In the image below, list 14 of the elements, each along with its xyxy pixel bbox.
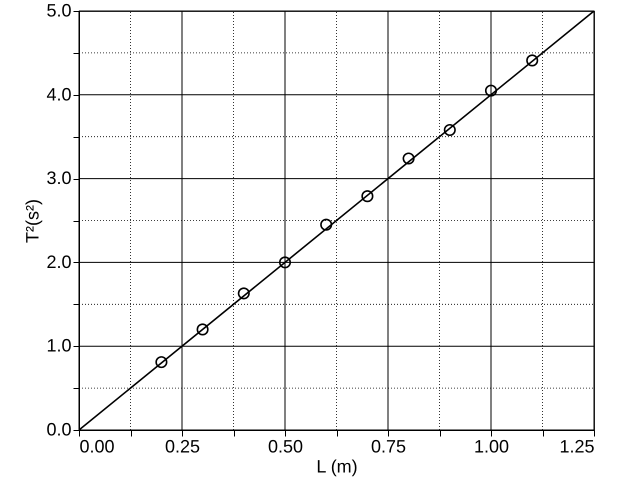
y-tick-label: 4.0	[46, 84, 72, 104]
x-axis-title: L (m)	[316, 456, 358, 476]
x-tick-label: 0.25	[164, 436, 200, 456]
x-tick-label: 1.00	[474, 436, 510, 456]
y-tick-label: 0.0	[46, 420, 72, 440]
y-tick-label: 5.0	[46, 0, 72, 20]
y-axis-title: T²(s²)	[22, 199, 42, 243]
y-tick-label: 2.0	[46, 252, 72, 272]
y-tick-label: 1.0	[46, 336, 72, 356]
x-tick-label: 0.00	[80, 436, 115, 456]
x-tick-label: 0.75	[370, 436, 406, 456]
y-tick-label: 3.0	[46, 168, 72, 188]
x-tick-label: 1.25	[559, 436, 594, 456]
x-tick-label: 0.50	[268, 436, 304, 456]
